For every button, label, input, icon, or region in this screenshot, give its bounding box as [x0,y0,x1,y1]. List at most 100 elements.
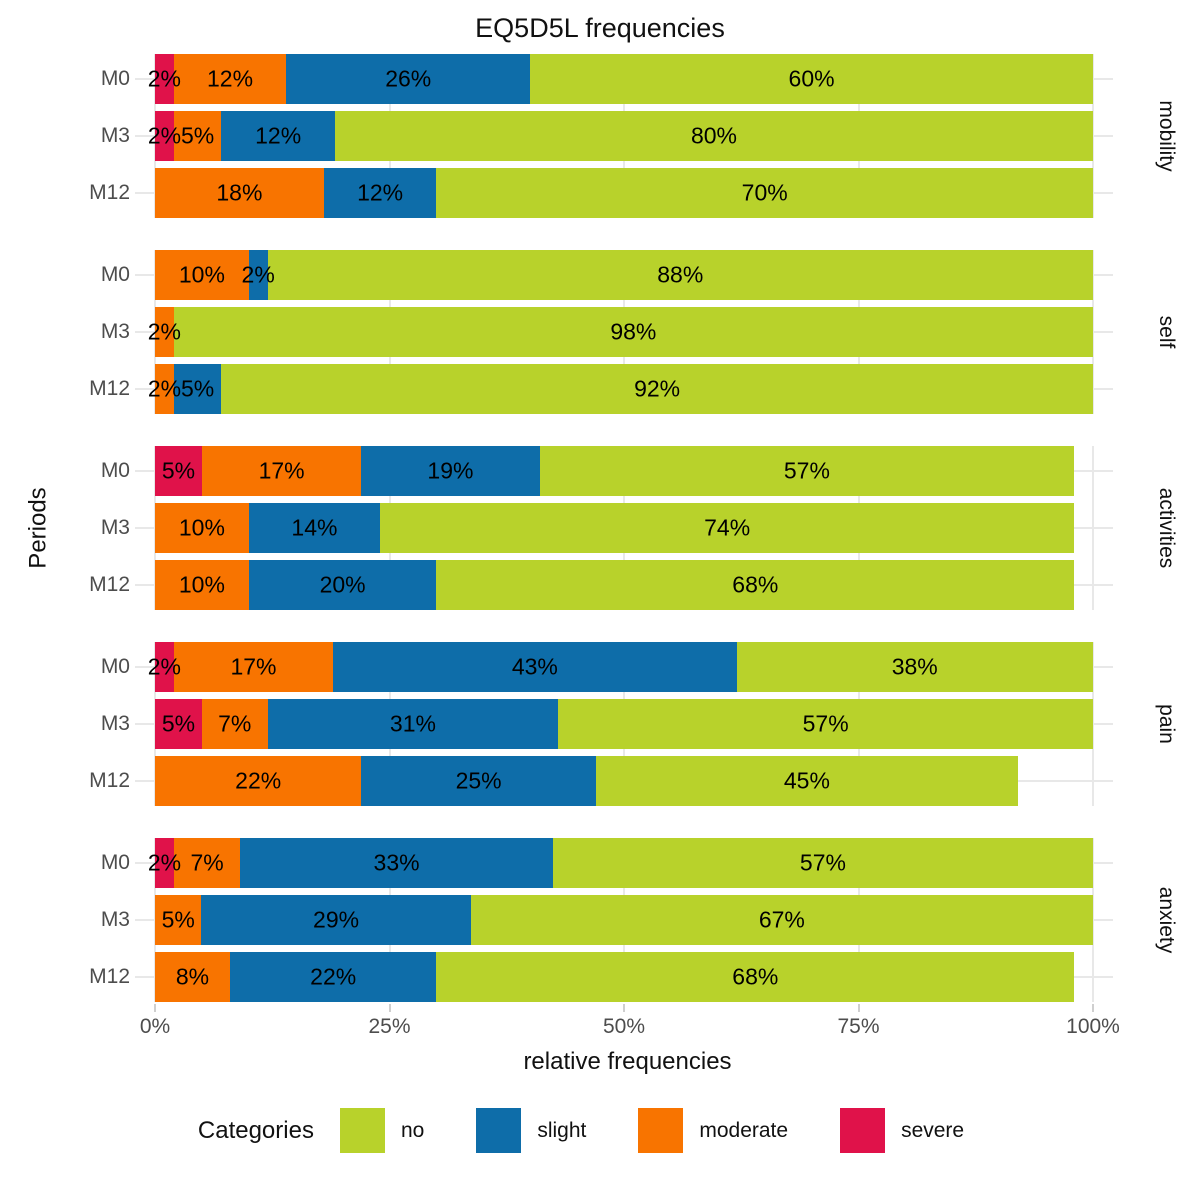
bar-area: 5% 29% 67% [135,895,1113,945]
stacked-bar: 5% 29% 67% [155,895,1093,945]
bar-segment-moderate: 5% [155,895,202,945]
period-label: M12 [89,769,130,792]
stacked-bar: 10% 20% 68% [155,560,1075,610]
stacked-bar: 22% 25% 45% [155,756,1018,806]
facet-strip-label: mobility [1155,100,1178,172]
bar-segment-slight: 12% [221,111,335,161]
segment-value-label: 57% [802,710,849,737]
period-label: M0 [100,67,130,90]
bar-row: M12 10% 20% 68% [0,560,1200,610]
x-tick-mark [154,1004,156,1012]
legend-item-label: slight [537,1118,587,1142]
bar-segment-severe: 5% [155,446,202,496]
segment-value-label: 2% [147,375,182,402]
period-label: M3 [100,320,130,343]
bar-segment-no: 45% [595,756,1018,806]
bar-row: M0 10% 2% 88% [0,250,1200,300]
bar-segment-severe: 2% [148,54,181,104]
stacked-bar: 2% 5% 92% [148,364,1093,414]
legend-items: no slight moderate severe [326,1108,1002,1153]
bar-row: M3 2% 98% [0,307,1200,357]
bar-segment-no: 92% [221,364,1093,414]
stacked-bar: 2% 7% 33% 57% [148,838,1093,888]
period-label: M0 [100,459,130,482]
bar-area: 2% 5% 12% 80% [135,111,1113,161]
segment-value-label: 45% [783,767,830,794]
period-label: M0 [100,851,130,874]
segment-value-label: 88% [657,261,704,288]
bar-segment-moderate: 2% [148,307,181,357]
facet-strip-label: pain [1155,704,1178,744]
bar-area: 8% 22% 68% [135,952,1113,1002]
segment-value-label: 29% [313,906,360,933]
bar-segment-no: 57% [552,838,1093,888]
bar-segment-moderate: 10% [155,560,249,610]
segment-value-label: 7% [218,710,252,737]
bar-segment-slight: 26% [286,54,531,104]
segment-value-label: 68% [732,963,779,990]
segment-value-label: 25% [455,767,502,794]
segment-value-label: 31% [389,710,436,737]
segment-value-label: 68% [732,571,779,598]
bar-segment-moderate: 10% [155,503,249,553]
bar-segment-severe: 2% [148,642,181,692]
segment-value-label: 26% [385,65,432,92]
bar-segment-slight: 2% [242,250,275,300]
legend-item-severe: severe [840,1108,1002,1153]
segment-value-label: 67% [758,906,805,933]
legend-item-no: no [339,1108,462,1153]
segment-value-label: 98% [610,318,657,345]
bar-row: M3 5% 7% 31% 57% [0,699,1200,749]
bar-segment-slight: 31% [267,699,559,749]
stacked-bar: 2% 17% 43% 38% [148,642,1093,692]
period-label: M0 [100,655,130,678]
bar-segment-slight: 20% [248,560,437,610]
legend-swatch-severe [840,1108,886,1153]
x-tick-mark [1092,1004,1094,1012]
stacked-bar: 18% 12% 70% [155,168,1093,218]
facet-anxiety: M0 2% 7% 33% 57% M3 5% 29% 67% M12 8% 22% 68% anxiety [0,838,1200,1002]
x-axis: 0% 25% 50% 75% 100% [0,1002,1200,1048]
segment-value-label: 74% [704,514,751,541]
facet-pain: M0 2% 17% 43% 38% M3 5% 7% 31% 57% M12 22% 25% 45% pai… [0,642,1200,806]
legend-swatch-moderate [638,1108,684,1153]
segment-value-label: 2% [147,65,181,92]
segment-value-label: 43% [511,653,558,680]
bar-segment-slight: 33% [240,838,553,888]
segment-value-label: 92% [634,375,681,402]
bar-row: M12 8% 22% 68% [0,952,1200,1002]
bar-area: 2% 17% 43% 38% [135,642,1113,692]
plot-area: Periods M0 2% 12% 26% 60% M3 2% 5% 12% 80% M12 18% 1… [0,54,1200,1002]
segment-value-label: 8% [175,963,210,990]
stacked-bar: 2% 5% 12% 80% [148,111,1093,161]
facet-strip-label: activities [1155,487,1178,569]
segment-value-label: 10% [178,514,225,541]
bar-segment-moderate: 2% [148,364,181,414]
bar-segment-slight: 5% [173,364,222,414]
facet-activities: M0 5% 17% 19% 57% M3 10% 14% 74% M12 10% 20% 68% acti… [0,446,1200,610]
bar-segment-no: 57% [558,699,1093,749]
segment-value-label: 17% [258,457,305,484]
segment-value-label: 2% [241,261,275,288]
segment-value-label: 5% [161,710,196,737]
bar-area: 10% 14% 74% [135,503,1113,553]
stacked-bar: 8% 22% 68% [155,952,1075,1002]
bar-segment-no: 68% [436,952,1075,1002]
segment-value-label: 5% [161,457,196,484]
bar-segment-no: 80% [334,111,1093,161]
bar-row: M12 22% 25% 45% [0,756,1200,806]
segment-value-label: 7% [190,849,224,876]
bar-segment-severe: 2% [148,838,181,888]
x-tick-mark [857,1004,860,1012]
bar-segment-no: 70% [436,168,1093,218]
legend-item-slight: slight [476,1108,624,1153]
facet-self: M0 10% 2% 88% M3 2% 98% M12 2% 5% 92% self [0,250,1200,414]
x-tick-label: 100% [1066,1015,1120,1038]
period-label: M12 [89,573,130,596]
bar-area: 22% 25% 45% [135,756,1113,806]
bar-area: 2% 5% 92% [135,364,1113,414]
segment-value-label: 57% [799,849,846,876]
bar-row: M12 18% 12% 70% [0,168,1200,218]
segment-value-label: 14% [291,514,338,541]
